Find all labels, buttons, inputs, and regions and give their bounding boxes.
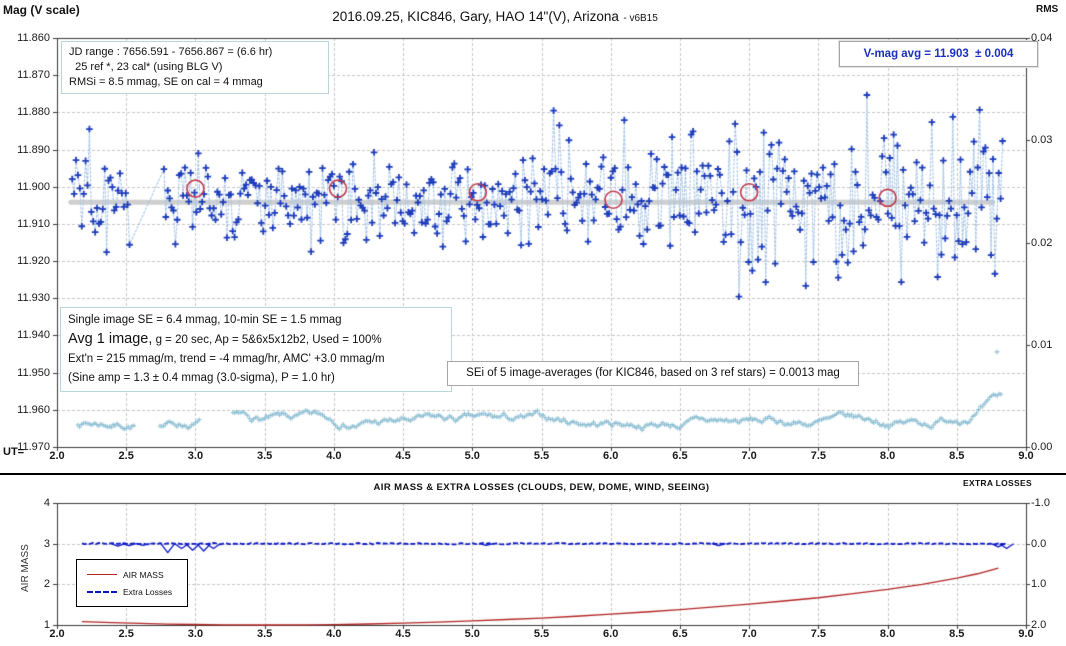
ut-bottom-tick-label: 8.5: [949, 628, 965, 640]
ut-bottom-tick-label: 5.5: [533, 628, 550, 640]
mag-tick-label: 11.900: [17, 180, 50, 193]
ut-tick-label: 2.5: [118, 450, 134, 462]
chart-title-version: - v6B15: [623, 13, 658, 24]
rms-tick-label: 0.00: [1031, 441, 1053, 453]
mag-tick-label: 11.930: [17, 292, 50, 305]
rmsi-line: RMSi = 8.5 mmag, SE on cal = 4 mmag: [69, 76, 263, 88]
airmass-axis-title: AIR MASS: [20, 544, 31, 592]
ut-tick-label: 3.0: [187, 450, 204, 462]
ut-tick-label: 4.0: [326, 450, 342, 462]
sei-text: SEi of 5 image-averages (for KIC846, bas…: [466, 367, 840, 379]
ut-tick-label: 5.5: [533, 450, 550, 462]
ref-cal-line: 25 ref *, 23 cal* (using BLG V): [69, 61, 223, 73]
rms-tick-label: 0.03: [1031, 134, 1053, 147]
ut-tick-label: 8.5: [949, 450, 965, 462]
ut-axis-prefix: UT=: [3, 446, 25, 458]
mag-tick-label: 11.920: [17, 255, 50, 268]
extra-losses-tick-label: -1.0: [1031, 497, 1050, 509]
ut-bottom-tick-label: 2.0: [49, 628, 65, 640]
jd-range-annotation-box: JD range : 7656.591 - 7656.867 = (6.6 hr…: [61, 41, 329, 94]
ut-bottom-tick-label: 7.0: [741, 628, 757, 640]
extra-losses-line-swatch: [87, 590, 117, 593]
ut-tick-label: 7.5: [810, 450, 826, 462]
extra-losses-axis-title: EXTRA LOSSES: [963, 478, 1032, 488]
mag-axis-title: Mag (V scale): [3, 3, 80, 17]
sei-annotation-box: SEi of 5 image-averages (for KIC846, bas…: [447, 361, 859, 386]
airmass-tick-label: 4: [43, 497, 50, 509]
mag-tick-label: 11.890: [17, 143, 50, 156]
rms-tick-label: 0.04: [1031, 32, 1053, 44]
avg-image-rest-text: g = 20 sec, Ap = 5&6x5x12b2, Used = 100%: [152, 334, 382, 346]
ut-tick-label: 4.5: [395, 450, 411, 462]
extinction-line: Ext'n = 215 mmag/m, trend = -4 mmag/hr, …: [68, 353, 385, 365]
mag-tick-label: 11.950: [17, 366, 50, 379]
airmass-tick-label: 2: [43, 578, 50, 591]
jd-range-line: JD range : 7656.591 - 7656.867 = (6.6 hr…: [69, 46, 273, 58]
mag-tick-label: 11.970: [17, 441, 50, 453]
vmag-average-text: V-mag avg = 11.903 ± 0.004: [863, 48, 1014, 60]
ut-tick-label: 3.5: [256, 450, 273, 462]
legend-label-extra-losses: Extra Losses: [123, 586, 173, 597]
panel-divider: [0, 473, 1066, 475]
ut-bottom-tick-label: 3.0: [187, 628, 204, 640]
ut-tick-label: 6.5: [672, 450, 688, 462]
airmass-line-swatch: [87, 574, 117, 575]
image-stats-annotation-box: Single image SE = 6.4 mmag, 10-min SE = …: [60, 307, 452, 392]
ut-tick-label: 8.0: [879, 450, 896, 462]
mag-tick-label: 11.910: [17, 217, 50, 230]
mag-tick-label: 11.870: [17, 69, 50, 82]
avg-image-line: Avg 1 image, g = 20 sec, Ap = 5&6x5x12b2…: [68, 330, 444, 350]
ut-bottom-tick-label: 6.0: [603, 628, 619, 640]
airmass-tick-label: 1: [43, 619, 50, 631]
extra-losses-tick-label: 1.0: [1031, 578, 1047, 591]
vmag-average-box: V-mag avg = 11.903 ± 0.004: [839, 41, 1038, 67]
ut-bottom-tick-label: 7.5: [810, 628, 826, 640]
rms-tick-label: 0.02: [1031, 236, 1053, 249]
legend-item-airmass: AIR MASS: [87, 566, 187, 583]
ut-bottom-tick-label: 4.0: [326, 628, 342, 640]
ut-bottom-tick-label: 9.0: [1018, 628, 1034, 640]
extra-losses-tick-label: 0.0: [1031, 537, 1047, 550]
ut-tick-label: 7.0: [741, 450, 757, 462]
avg-image-big-text: Avg 1 image,: [68, 331, 153, 347]
airmass-tick-label: 3: [43, 537, 50, 550]
ut-bottom-tick-label: 4.5: [395, 628, 411, 640]
chart-title: 2016.09.25, KIC846, Gary, HAO 14"(V), Ar…: [0, 8, 990, 26]
single-image-se-line: Single image SE = 6.4 mmag, 10-min SE = …: [68, 314, 342, 326]
rms-axis-title: RMS: [1036, 4, 1059, 15]
ut-bottom-tick-label: 2.5: [118, 628, 134, 640]
extra-losses-tick-label: 2.0: [1031, 619, 1047, 631]
ut-bottom-tick-label: 5.0: [464, 628, 480, 640]
sine-amp-line: (Sine amp = 1.3 ± 0.4 mmag (3.0-sigma), …: [68, 372, 335, 384]
ut-tick-label: 5.0: [464, 450, 480, 462]
legend-label-airmass: AIR MASS: [123, 569, 164, 580]
ut-bottom-tick-label: 3.5: [256, 628, 273, 640]
airmass-chart-title: AIR MASS & EXTRA LOSSES (CLOUDS, DEW, DO…: [373, 482, 710, 493]
ut-bottom-tick-label: 6.5: [672, 628, 688, 640]
legend: AIR MASS Extra Losses: [76, 559, 188, 607]
mag-tick-label: 11.940: [17, 329, 50, 342]
mag-tick-label: 11.880: [17, 106, 50, 119]
ut-tick-label: 2.0: [49, 450, 65, 462]
legend-item-extra-losses: Extra Losses: [87, 583, 187, 600]
chart-title-text: 2016.09.25, KIC846, Gary, HAO 14"(V), Ar…: [332, 9, 619, 24]
ut-bottom-tick-label: 8.0: [879, 628, 896, 640]
ut-tick-label: 6.0: [603, 450, 619, 462]
mag-tick-label: 11.960: [17, 403, 50, 416]
ut-tick-label: 9.0: [1018, 450, 1034, 462]
mag-tick-label: 11.860: [17, 32, 50, 44]
rms-tick-label: 0.01: [1031, 338, 1053, 351]
